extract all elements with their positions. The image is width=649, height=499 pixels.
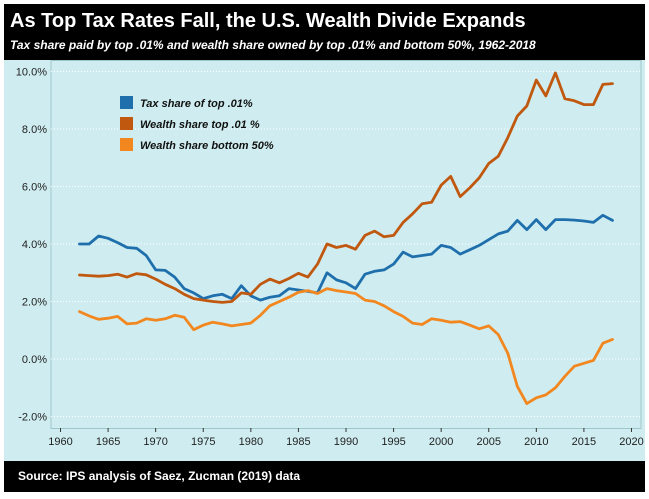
chart-header: As Top Tax Rates Fall, the U.S. Wealth D… [4,4,645,60]
x-tick-label: 1985 [286,436,310,448]
legend-swatch [120,117,133,130]
chart-background [4,60,645,461]
x-tick-label: 1975 [191,436,215,448]
y-tick-label: 0.0% [22,354,47,366]
y-tick-label: 10.0% [16,67,47,79]
legend-label: Wealth share top .01 % [140,119,260,131]
y-tick-label: 4.0% [22,239,47,251]
x-tick-label: 1965 [96,436,120,448]
x-tick-label: 1995 [381,436,405,448]
source-note: Source: IPS analysis of Saez, Zucman (20… [18,469,301,483]
y-tick-label: -2.0% [18,412,47,424]
series-line-1 [78,213,614,302]
chart-footer: Source: IPS analysis of Saez, Zucman (20… [4,461,645,492]
x-tick-label: 2005 [476,436,500,448]
legend-label: Tax share of top .01% [140,98,253,110]
x-tick-label: 1990 [334,436,358,448]
series-line-2 [78,71,614,304]
x-tick-label: 2015 [572,436,596,448]
x-tick-label: 2020 [619,436,643,448]
x-tick-label: 2000 [429,436,453,448]
legend-label: Wealth share bottom 50% [140,140,274,152]
x-tick-label: 2010 [524,436,548,448]
x-tick-label: 1980 [239,436,263,448]
x-tick-label: 1960 [48,436,72,448]
legend-swatch [120,96,133,109]
legend-swatch [120,138,133,151]
y-tick-label: 6.0% [22,182,47,194]
y-tick-label: 8.0% [22,124,47,136]
line-chart: -2.0% 0.0% 2.0% 4.0% 6.0% 8.0% 10.0% 1960 1965 19… [4,60,645,461]
chart-subtitle: Tax share paid by top .01% and wealth sh… [10,38,536,52]
series-line-3 [78,287,614,406]
chart-area: -2.0% 0.0% 2.0% 4.0% 6.0% 8.0% 10.0% 1960 1965 19… [4,60,645,461]
chart-title: As Top Tax Rates Fall, the U.S. Wealth D… [10,10,526,32]
x-tick-label: 1970 [143,436,167,448]
y-tick-label: 2.0% [22,297,47,309]
